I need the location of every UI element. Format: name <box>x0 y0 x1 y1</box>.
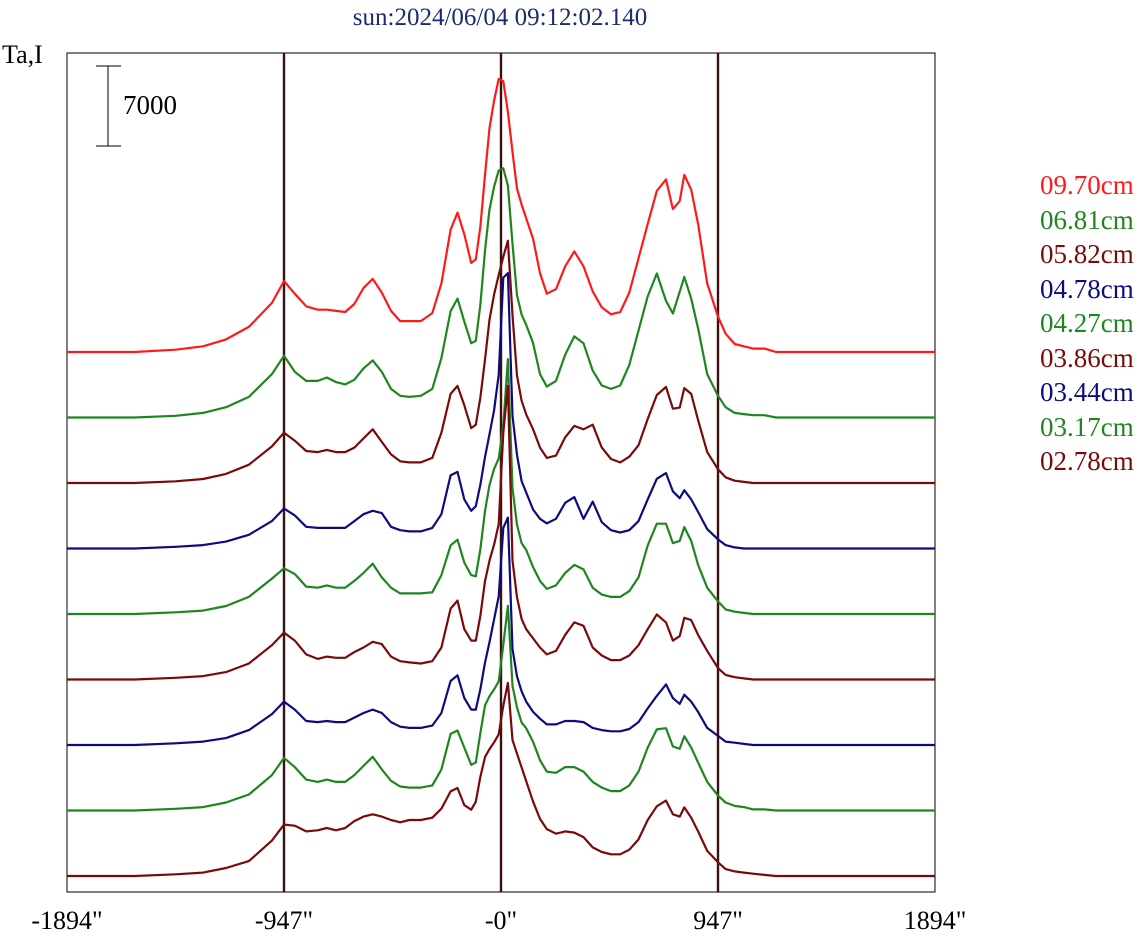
x-tick-label: -0" <box>484 906 518 935</box>
scale-bar-label: 7000 <box>123 90 177 120</box>
x-tick-label: -1894" <box>31 906 103 935</box>
series-line-03.44cm <box>67 516 935 747</box>
series-line-02.78cm <box>67 681 935 878</box>
legend-entry: 05.82cm <box>1040 239 1134 269</box>
legend-entry: 02.78cm <box>1040 446 1134 476</box>
x-tick-label: -947" <box>254 906 314 935</box>
series-line-03.86cm <box>67 384 935 681</box>
series-layer <box>67 77 935 878</box>
legend-entry: 04.27cm <box>1040 308 1134 338</box>
series-line-04.27cm <box>67 358 935 616</box>
legend-entry: 04.78cm <box>1040 273 1134 304</box>
legend-entry: 03.17cm <box>1040 411 1134 442</box>
series-line-04.78cm <box>67 272 935 550</box>
scale-bar: 7000 <box>96 65 177 147</box>
x-tick-label: 1894" <box>903 906 967 935</box>
series-line-03.17cm <box>67 604 935 812</box>
legend-entry: 03.44cm <box>1040 377 1134 407</box>
chart-title: sun:2024/06/04 09:12:02.140 <box>352 4 648 31</box>
series-line-06.81cm <box>67 167 935 419</box>
y-axis-label: Ta,I <box>2 40 43 69</box>
x-tick-label: 947" <box>693 906 743 935</box>
legend-entry: 06.81cm <box>1040 204 1134 235</box>
legend-entry: 03.86cm <box>1040 342 1134 373</box>
series-line-09.70cm <box>67 77 935 354</box>
legend: 09.70cm 06.81cm 05.82cm 04.78cm 04.27cm 03.86… <box>1040 168 1134 479</box>
legend-entry: 09.70cm <box>1040 170 1134 200</box>
series-line-05.82cm <box>67 239 935 485</box>
